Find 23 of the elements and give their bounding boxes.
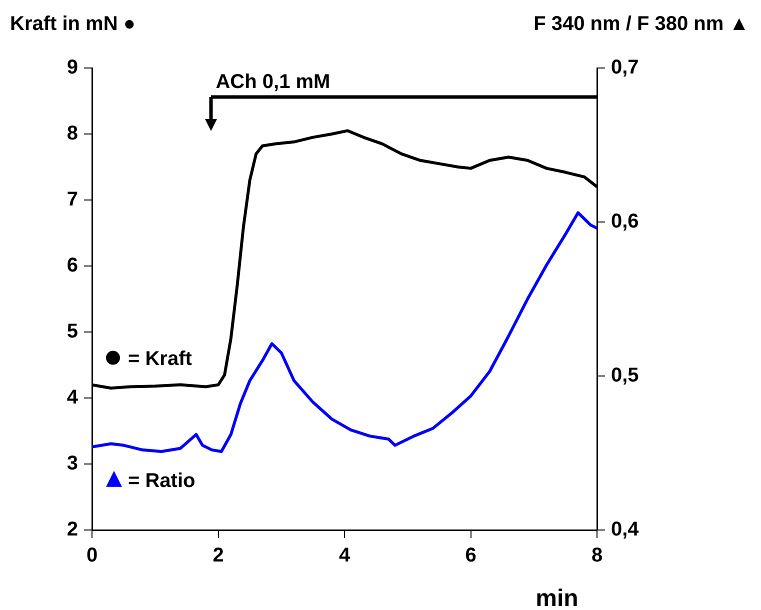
y-tick-label: 7 bbox=[66, 188, 78, 211]
y2-tick-label: 0,4 bbox=[611, 518, 640, 541]
y-tick-label: 5 bbox=[66, 320, 78, 343]
y2-tick-label: 0,6 bbox=[611, 210, 639, 233]
y-tick-label: 8 bbox=[66, 122, 78, 145]
y-tick-label: 2 bbox=[66, 518, 78, 541]
x-tick-label: 6 bbox=[465, 544, 476, 567]
x-tick-label: 4 bbox=[338, 544, 351, 567]
y-tick-label: 6 bbox=[66, 254, 78, 277]
y2-tick-label: 0,7 bbox=[611, 56, 639, 79]
x-tick-label: 2 bbox=[212, 544, 224, 567]
legend-label: = Ratio bbox=[128, 470, 196, 492]
y-tick-label: 9 bbox=[66, 56, 78, 79]
y-axis-title: Kraft in mN ● bbox=[10, 13, 136, 35]
y-tick-label: 3 bbox=[66, 452, 78, 475]
x-tick-label: 8 bbox=[591, 544, 603, 567]
x-axis-title: min bbox=[536, 585, 578, 610]
annotation: ACh 0,1 mM bbox=[216, 71, 330, 93]
x-tick-label: 0 bbox=[86, 544, 98, 567]
y2-tick-label: 0,5 bbox=[611, 364, 639, 387]
legend-label: = Kraft bbox=[128, 348, 192, 370]
y-tick-label: 4 bbox=[66, 386, 79, 409]
y2-axis-title: F 340 nm / F 380 nm ▲ bbox=[534, 13, 749, 35]
